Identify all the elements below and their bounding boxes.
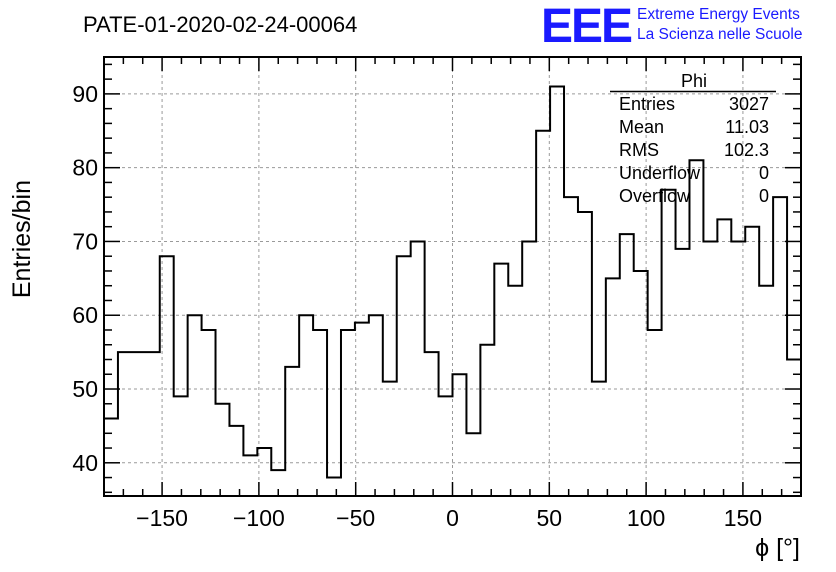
histogram-bin: [299, 315, 313, 496]
histogram-bin: [411, 241, 425, 496]
chart-title: PATE-01-2020-02-24-00064: [83, 12, 357, 37]
histogram-bin: [634, 271, 648, 496]
y-axis-label: Entries/bin: [8, 180, 36, 298]
y-tick-label: 80: [72, 155, 98, 181]
histogram-bin: [494, 264, 508, 496]
x-tick-label: 0: [446, 505, 459, 531]
logo-line-1: Extreme Energy Events: [637, 6, 800, 23]
histogram-bin: [243, 455, 257, 496]
histogram-bin: [731, 241, 745, 496]
y-tick-label: 60: [72, 302, 98, 328]
histogram-bin: [676, 249, 690, 496]
logo-line-2: La Scienza nelle Scuole: [637, 26, 802, 43]
histogram-bin: [745, 227, 759, 496]
histogram-bin: [313, 330, 327, 496]
histogram-bin: [216, 404, 230, 496]
stats-entries-value: 3027: [729, 94, 769, 114]
histogram-bin: [466, 433, 480, 496]
stats-rms-value: 102.3: [724, 140, 769, 160]
histogram-bin: [188, 315, 202, 496]
x-tick-label: −50: [336, 505, 375, 531]
stats-title: Phi: [681, 71, 707, 91]
histogram-bin: [787, 360, 801, 496]
axes: −150 −100 −50 0 50 100 150 40 50 60 70 80 90: [72, 56, 802, 531]
stats-underflow-label: Underflow: [619, 163, 701, 183]
stats-overflow-value: 0: [759, 186, 769, 206]
histogram-bin: [578, 212, 592, 496]
stats-mean-value: 11.03: [725, 117, 769, 137]
histogram-bin: [550, 87, 564, 496]
histogram-bin: [773, 197, 787, 496]
eee-logo-mark: EEE: [541, 0, 632, 53]
histogram-bin: [285, 367, 299, 496]
y-tick-label: 40: [72, 450, 98, 476]
histogram-bin: [564, 197, 578, 496]
histogram-bin: [522, 241, 536, 496]
histogram-bin: [202, 330, 216, 496]
histogram-bin: [397, 256, 411, 496]
histogram-bin: [453, 374, 467, 496]
histogram-bin: [703, 241, 717, 496]
histogram-bin: [536, 131, 550, 496]
histogram-bin: [759, 286, 773, 496]
stats-rms-label: RMS: [619, 140, 659, 160]
histogram-bin: [480, 345, 494, 496]
histogram-bins: [103, 85, 802, 496]
stats-box: Phi Entries 3027 Mean 11.03 RMS 102.3 Un…: [610, 71, 776, 206]
stats-entries-label: Entries: [619, 94, 675, 114]
histogram-bin: [606, 278, 620, 496]
histogram-bin: [132, 352, 146, 496]
stats-overflow-label: Overflow: [619, 186, 691, 206]
y-tick-label: 70: [72, 228, 98, 254]
stats-mean-label: Mean: [619, 117, 664, 137]
x-axis-label: ϕ [°]: [755, 534, 800, 562]
y-tick-label: 90: [72, 81, 98, 107]
x-tick-label: 100: [627, 505, 665, 531]
eee-logo: EEE Extreme Energy Events La Scienza nel…: [541, 0, 802, 53]
histogram-bin: [648, 330, 662, 496]
histogram-bin: [662, 190, 676, 496]
histogram-bin: [508, 286, 522, 496]
histogram-bin: [118, 352, 132, 496]
histogram-bin: [229, 426, 243, 496]
histogram-bin: [355, 323, 369, 496]
histogram-bin: [341, 330, 355, 496]
histogram-bin: [425, 352, 439, 496]
grid-lines: [104, 57, 801, 496]
histogram-bin: [383, 382, 397, 496]
histogram-bin: [439, 396, 453, 496]
histogram-bin: [327, 478, 341, 496]
histogram-bin: [104, 419, 118, 496]
histogram-bin: [146, 352, 160, 496]
histogram-bin: [620, 234, 634, 496]
x-tick-label: 150: [724, 505, 762, 531]
histogram-bin: [174, 396, 188, 496]
histogram-bin: [689, 160, 703, 496]
histogram-bin: [369, 315, 383, 496]
histogram-bin: [717, 219, 731, 496]
x-tick-label: −150: [136, 505, 188, 531]
y-tick-label: 50: [72, 376, 98, 402]
x-tick-label: 50: [537, 505, 563, 531]
x-tick-label: −100: [233, 505, 285, 531]
histogram-bin: [160, 256, 174, 496]
histogram-bin: [592, 382, 606, 496]
histogram-outline: [103, 85, 802, 496]
stats-underflow-value: 0: [759, 163, 769, 183]
